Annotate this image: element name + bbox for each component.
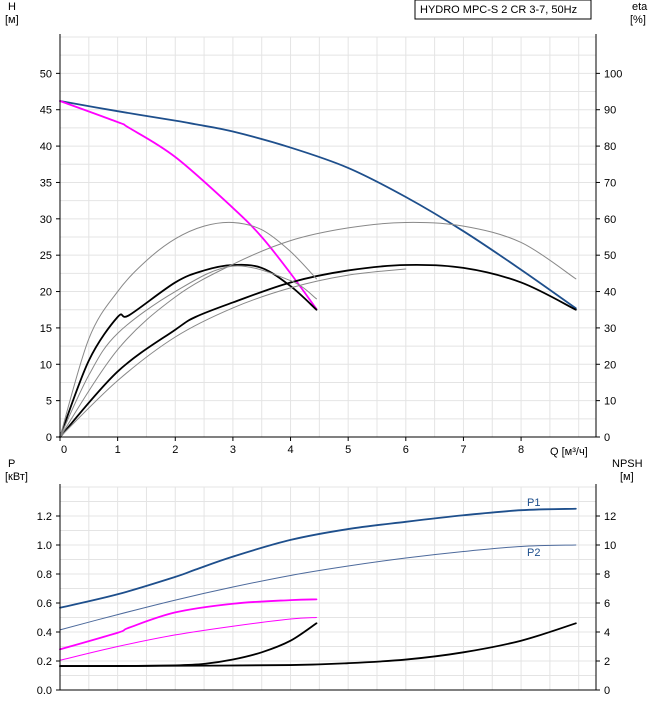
left-tick-label: 0.2 bbox=[37, 656, 52, 668]
power-axis-unit: [кВт] bbox=[5, 471, 28, 483]
right-tick-label: 90 bbox=[604, 105, 616, 117]
curve-head-7 bbox=[59, 268, 407, 438]
left-tick-label: 10 bbox=[40, 359, 52, 371]
right-tick-label: 12 bbox=[604, 511, 616, 523]
axis-layer: 0510152025303540455001020304050607080901… bbox=[37, 34, 622, 697]
grid-layer bbox=[60, 36, 596, 690]
left-tick-label: 0.6 bbox=[37, 598, 52, 610]
right-tick-label: 6 bbox=[604, 598, 610, 610]
curve-head-3 bbox=[59, 263, 577, 438]
series-label-p1: P1 bbox=[527, 497, 540, 509]
curve-head-5 bbox=[59, 221, 577, 438]
left-tick-label: 5 bbox=[46, 396, 52, 408]
curve-head-2 bbox=[59, 263, 318, 438]
power-axis-title: P bbox=[8, 458, 15, 470]
left-tick-label: 30 bbox=[40, 214, 52, 226]
right-tick-label: 0 bbox=[604, 432, 610, 444]
right-tick-label: 70 bbox=[604, 177, 616, 189]
label-layer: H [м] eta [%] Q [м³/ч] P [кВт] NPSH [м] … bbox=[5, 1, 648, 559]
curve-head-0 bbox=[59, 100, 577, 310]
eta-axis-title: eta bbox=[632, 1, 648, 13]
x-tick-label: 0 bbox=[61, 444, 67, 456]
x-tick-label: 8 bbox=[518, 444, 524, 456]
curve-power-1 bbox=[59, 544, 577, 631]
x-tick-label: 3 bbox=[230, 444, 236, 456]
curve-power-0 bbox=[59, 507, 577, 609]
right-tick-label: 60 bbox=[604, 214, 616, 226]
left-tick-label: 15 bbox=[40, 323, 52, 335]
series-layer bbox=[59, 100, 577, 668]
left-tick-label: 25 bbox=[40, 250, 52, 262]
curve-head-4 bbox=[59, 221, 317, 438]
x-tick-label: 2 bbox=[172, 444, 178, 456]
left-tick-label: 0.8 bbox=[37, 569, 52, 581]
left-tick-label: 0 bbox=[46, 432, 52, 444]
npsh-axis-unit: [м] bbox=[620, 471, 634, 483]
curve-power-3 bbox=[59, 617, 317, 661]
right-tick-label: 20 bbox=[604, 359, 616, 371]
left-tick-label: 45 bbox=[40, 105, 52, 117]
left-tick-label: 0.0 bbox=[37, 685, 52, 697]
right-tick-label: 80 bbox=[604, 141, 616, 153]
right-tick-label: 10 bbox=[604, 540, 616, 552]
curve-power-4 bbox=[59, 622, 318, 668]
flow-axis-title: Q [м³/ч] bbox=[550, 446, 588, 458]
title-box: HYDRO MPC-S 2 CR 3-7, 50Hz bbox=[414, 0, 592, 20]
eta-axis-unit: [%] bbox=[630, 14, 646, 26]
right-tick-label: 40 bbox=[604, 287, 616, 299]
curve-head-1 bbox=[59, 100, 318, 310]
x-tick-label: 1 bbox=[115, 444, 121, 456]
left-tick-label: 50 bbox=[40, 68, 52, 80]
left-tick-label: 40 bbox=[40, 141, 52, 153]
x-tick-label: 5 bbox=[345, 444, 351, 456]
head-axis-title: H bbox=[8, 1, 16, 13]
curve-power-2 bbox=[59, 598, 318, 651]
x-tick-label: 7 bbox=[460, 444, 466, 456]
x-tick-label: 6 bbox=[403, 444, 409, 456]
curve-power-5 bbox=[59, 622, 577, 667]
right-tick-label: 8 bbox=[604, 569, 610, 581]
head-axis-unit: [м] bbox=[5, 14, 19, 26]
right-tick-label: 50 bbox=[604, 250, 616, 262]
x-tick-label: 4 bbox=[287, 444, 293, 456]
series-label-p2: P2 bbox=[527, 547, 540, 559]
left-tick-label: 35 bbox=[40, 177, 52, 189]
left-tick-label: 20 bbox=[40, 287, 52, 299]
left-tick-label: 1.0 bbox=[37, 540, 52, 552]
left-tick-label: 1.2 bbox=[37, 511, 52, 523]
npsh-axis-title: NPSH bbox=[612, 458, 643, 470]
curve-head-6 bbox=[59, 265, 317, 438]
right-tick-label: 0 bbox=[604, 685, 610, 697]
right-tick-label: 4 bbox=[604, 627, 610, 639]
right-tick-label: 2 bbox=[604, 656, 610, 668]
right-tick-label: 100 bbox=[604, 68, 622, 80]
title-box-text: HYDRO MPC-S 2 CR 3-7, 50Hz bbox=[420, 4, 577, 16]
right-tick-label: 10 bbox=[604, 396, 616, 408]
left-tick-label: 0.4 bbox=[37, 627, 52, 639]
right-tick-label: 30 bbox=[604, 323, 616, 335]
